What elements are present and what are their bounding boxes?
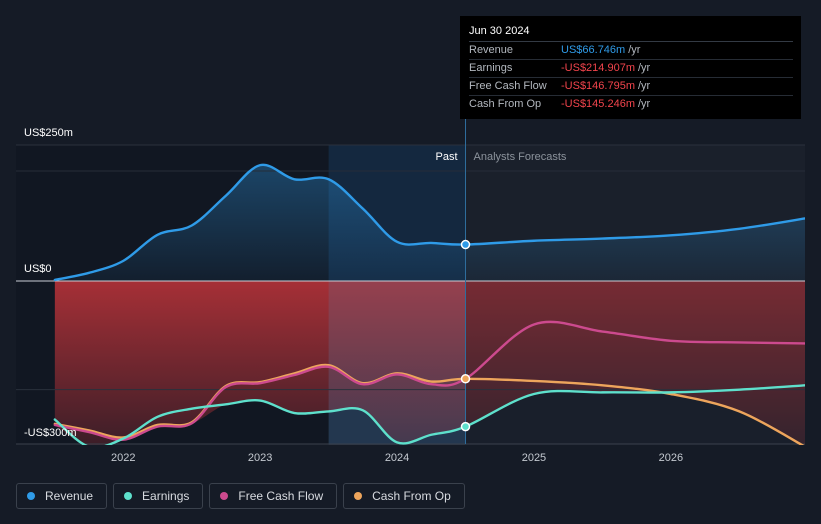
legend-dot-icon (354, 492, 363, 500)
legend-dot-icon (124, 492, 133, 500)
tooltip-value: -US$214.907m (561, 62, 635, 74)
y-label-top: US$250m (24, 127, 73, 139)
past-dim-overlay (328, 281, 466, 445)
legend-label: Free Cash Flow (238, 489, 324, 503)
legend-label: Earnings (142, 489, 190, 503)
legend-item-revenue[interactable]: Revenue (16, 483, 108, 509)
tooltip-value: US$66.746m (561, 44, 626, 56)
y-label-zero: US$0 (24, 263, 52, 275)
legend-label: Revenue (45, 489, 94, 503)
tooltip-label: Revenue (469, 44, 514, 56)
marker-earnings (460, 421, 471, 432)
revenue-area (54, 164, 805, 281)
tooltip-unit: /yr (638, 62, 651, 74)
x-tick-label: 2024 (385, 452, 409, 464)
past-label: Past (435, 151, 457, 163)
legend-item-free-cash-flow[interactable]: Free Cash Flow (209, 483, 338, 509)
legend-dot-icon (27, 492, 35, 500)
tooltip-unit: /yr (638, 80, 651, 92)
legend-label: Cash From Op (372, 489, 451, 503)
negative-area (54, 281, 805, 445)
forecast-dim-overlay (465, 281, 805, 445)
chart-svg: US$250m US$0 -US$300m Past Analysts Forecast… (16, 16, 805, 464)
legend-item-cash-from-op[interactable]: Cash From Op (343, 483, 465, 509)
legend: Revenue Earnings Free Cash Flow Cash Fro… (16, 483, 465, 509)
x-tick-label: 2023 (248, 452, 272, 464)
tooltip-unit: /yr (638, 98, 651, 110)
x-tick-label: 2022 (111, 452, 135, 464)
forecast-label: Analysts Forecasts (474, 151, 567, 163)
tooltip-row-cash-from-op: Cash From Op -US$145.246m /yr (469, 96, 793, 113)
tooltip-unit: /yr (628, 44, 641, 56)
y-label-bottom: -US$300m (24, 427, 77, 439)
tooltip-row-revenue: Revenue US$66.746m /yr (469, 42, 793, 60)
marker-cash-from-op (460, 374, 471, 384)
tooltip: Jun 30 2024 Revenue US$66.746m /yr Earni… (460, 16, 801, 119)
series-line-revenue (53, 163, 805, 282)
tooltip-label: Cash From Op (469, 98, 542, 110)
series-line-earnings (53, 384, 805, 445)
tooltip-row-free-cash-flow: Free Cash Flow -US$146.795m /yr (469, 78, 793, 96)
legend-item-earnings[interactable]: Earnings (113, 483, 204, 509)
tooltip-label: Earnings (469, 62, 513, 74)
series-line-free-cash-flow (53, 320, 805, 441)
x-tick-label: 2025 (522, 452, 546, 464)
tooltip-label: Free Cash Flow (469, 80, 547, 92)
x-tick-label: 2026 (659, 452, 683, 464)
marker-revenue (460, 239, 471, 250)
tooltip-row-earnings: Earnings -US$214.907m /yr (469, 60, 793, 78)
tooltip-value: -US$146.795m (561, 80, 635, 92)
legend-dot-icon (220, 492, 229, 500)
tooltip-value: -US$145.246m (561, 98, 635, 110)
tooltip-date: Jun 30 2024 (469, 24, 793, 42)
